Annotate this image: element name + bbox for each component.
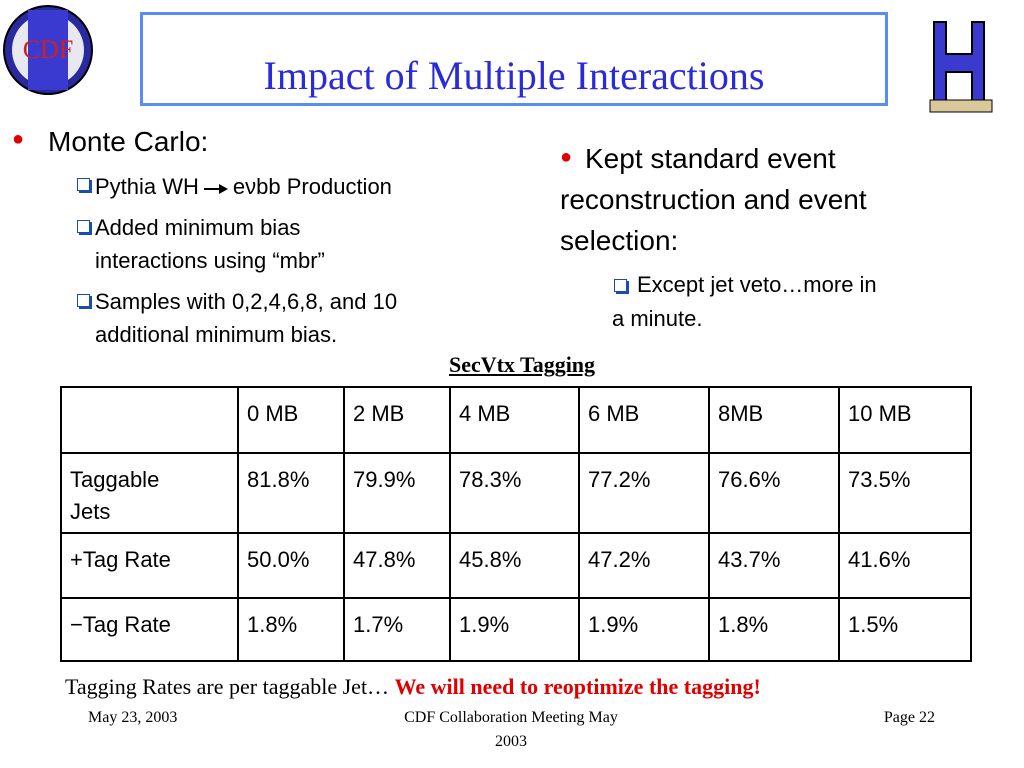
header-cell: 10 MB xyxy=(838,386,972,454)
cell: 1.9% xyxy=(578,597,710,662)
logo-text: CDF xyxy=(23,35,74,64)
cell: 47.2% xyxy=(578,532,710,599)
header-cell: 6 MB xyxy=(578,386,710,454)
cell: 1.9% xyxy=(449,597,580,662)
sub-bullet-box xyxy=(77,294,90,307)
table-row: +Tag Rate 50.0% 47.8% 45.8% 47.2% 43.7% 41.6% xyxy=(60,532,972,599)
row-label-cell: −Tag Rate xyxy=(60,597,239,662)
note-emphasis: We will need to reoptimize the tagging! xyxy=(394,674,761,699)
title-box xyxy=(140,12,888,106)
bullet-dot: ● xyxy=(12,128,25,150)
header-cell: 0 MB xyxy=(237,386,345,454)
note: Tagging Rates are per taggable Jet… We w… xyxy=(65,674,761,700)
row-label-cell: Taggable Jets xyxy=(60,452,239,534)
sub-line: Samples with 0,2,4,6,8, and 10 xyxy=(95,289,398,314)
sub-line: Except jet veto…more in xyxy=(637,272,877,297)
header-cell: 2 MB xyxy=(343,386,451,454)
corner-cell xyxy=(60,386,239,454)
cell: 41.6% xyxy=(838,532,972,599)
cell: 76.6% xyxy=(708,452,840,534)
cell: 45.8% xyxy=(449,532,580,599)
header-cell: 4 MB xyxy=(449,386,580,454)
footer-page: Page 22 xyxy=(883,709,935,726)
cell: 1.7% xyxy=(343,597,451,662)
table-caption: SecVtx Tagging xyxy=(448,352,596,377)
sub-bullet-box xyxy=(77,220,90,233)
right-logo xyxy=(929,21,993,113)
note-plain: Tagging Rates are per taggable Jet… xyxy=(65,674,390,699)
row-label: +Tag Rate xyxy=(70,547,171,572)
title: Impact of Multiple Interactions xyxy=(263,53,765,98)
sub-line: interactions using “mbr” xyxy=(95,248,325,273)
cell: 73.5% xyxy=(838,452,972,534)
cell: 1.8% xyxy=(708,597,840,662)
cell: 77.2% xyxy=(578,452,710,534)
cell: 43.7% xyxy=(708,532,840,599)
footer-date: May 23, 2003 xyxy=(88,709,178,726)
sub-text: Pythia WH xyxy=(95,174,199,199)
right-line: Kept standard event xyxy=(585,143,836,174)
cdf-logo: CDF xyxy=(3,5,93,95)
cell: 47.8% xyxy=(343,532,451,599)
sub-bullet-box xyxy=(77,178,90,191)
sub-bullet-box xyxy=(614,279,627,292)
sub-line: additional minimum bias. xyxy=(95,322,338,347)
header-cell: 8MB xyxy=(708,386,840,454)
sub-text: eνbb Production xyxy=(232,174,392,199)
row-label: −Tag Rate xyxy=(70,612,171,637)
bullet-text: Monte Carlo: xyxy=(48,126,209,157)
row-label: Taggable Jets xyxy=(70,467,160,524)
footer-center: 2003 xyxy=(495,733,527,750)
bullet-dot: ● xyxy=(560,146,573,168)
arrow xyxy=(203,184,228,195)
header-row: 0 MB 2 MB 4 MB 6 MB 8MB 10 MB xyxy=(60,386,972,454)
right-line: selection: xyxy=(560,225,679,256)
sub-line: a minute. xyxy=(612,306,703,331)
sub-line: Added minimum bias xyxy=(95,215,301,240)
table-row: −Tag Rate 1.8% 1.7% 1.9% 1.9% 1.8% 1.5% xyxy=(60,597,972,662)
row-label-cell: +Tag Rate xyxy=(60,532,239,599)
cell: 1.8% xyxy=(237,597,345,662)
footer-center: CDF Collaboration Meeting May xyxy=(404,709,618,726)
right-line: reconstruction and event xyxy=(560,184,867,215)
cell: 78.3% xyxy=(449,452,580,534)
cell: 79.9% xyxy=(343,452,451,534)
cell: 81.8% xyxy=(237,452,345,534)
sub-bullet: Pythia WH eνbb Production xyxy=(95,170,392,203)
table-row: Taggable Jets 81.8% 79.9% 78.3% 77.2% 76.6% 73… xyxy=(60,452,972,534)
data-table: 0 MB 2 MB 4 MB 6 MB 8MB 10 MB Taggable Jets 81.… xyxy=(60,386,972,662)
cell: 50.0% xyxy=(237,532,345,599)
cell: 1.5% xyxy=(838,597,972,662)
